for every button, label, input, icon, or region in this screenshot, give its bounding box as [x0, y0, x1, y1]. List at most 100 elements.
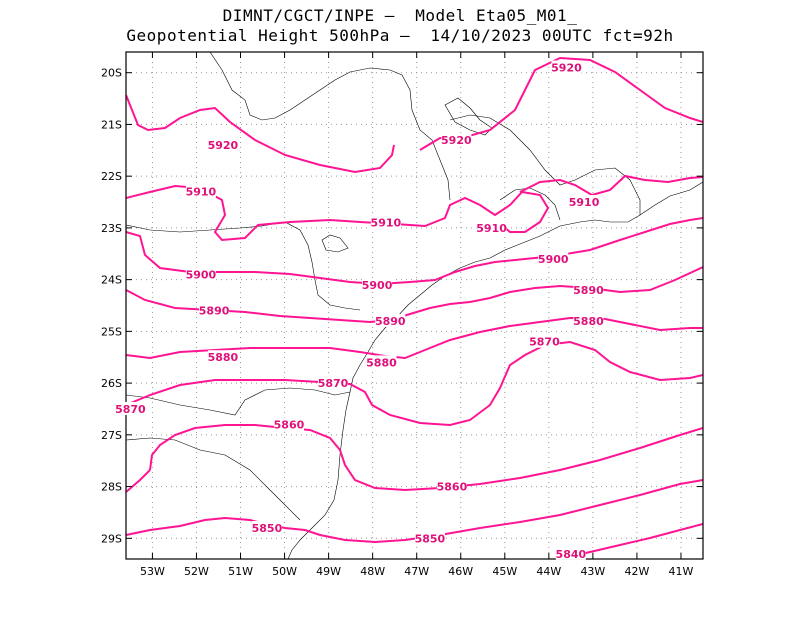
lon-label: 48W [360, 565, 385, 578]
contour-label-5890: 5890 [375, 314, 406, 328]
contour-label-text: 5910 [476, 222, 507, 235]
lat-label: 27S [101, 429, 122, 442]
contour-label-bg [207, 350, 238, 364]
state-border-rs [126, 437, 301, 521]
contour-label-5900: 5900 [362, 277, 393, 292]
contour-label-bg [318, 376, 349, 390]
lon-label: 44W [536, 565, 561, 578]
contour-label-text: 5840 [556, 548, 587, 561]
contour-label-bg [273, 417, 304, 431]
map-title-line2: Geopotential Height 500hPa – 14/10/2023 … [126, 26, 674, 45]
contour-label-text: 5880 [366, 356, 397, 369]
contour-label-text: 5880 [573, 315, 604, 328]
contour-label-text: 5910 [569, 196, 600, 209]
contour-label-5900: 5900 [186, 267, 217, 281]
contour-label-text: 5860 [274, 418, 305, 431]
lat-label: 26S [101, 377, 122, 390]
contour-label-5870: 5870 [115, 401, 146, 416]
contour-label-5920: 5920 [208, 138, 239, 152]
state-border-rj [499, 187, 561, 221]
contour-label-text: 5850 [252, 522, 283, 535]
contour-label-bg [185, 267, 216, 281]
lon-label: 52W [184, 565, 209, 578]
contour-5910 [126, 184, 550, 242]
contour-label-text: 5920 [208, 139, 239, 152]
contour-label-5880: 5880 [573, 314, 604, 328]
contour-5860 [149, 424, 703, 492]
contour-5870 [126, 340, 703, 427]
contour-label-text: 5900 [362, 279, 393, 292]
state-border-sc [126, 387, 351, 416]
contour-label-5910: 5910 [476, 220, 507, 235]
contour-label-text: 5870 [529, 336, 560, 349]
lat-label: 24S [101, 274, 122, 287]
contour-label-text: 5870 [115, 403, 146, 416]
contour-label-bg [375, 314, 406, 328]
longitude-labels: 53W 52W 51W 50W 49W 48W 47W 46W 45W 44W 43W 42W 41W [140, 565, 694, 578]
lat-label: 25S [101, 325, 122, 338]
contour-value-labels: 5920 5920 5920 5910 5910 5910 5910 5900 5900 5900… [115, 60, 604, 561]
contour-label-bg [115, 401, 146, 415]
contour-label-bg [207, 138, 238, 152]
contour-label-5920: 5920 [441, 132, 472, 147]
lon-label: 47W [404, 565, 429, 578]
contour-label-5910: 5910 [185, 184, 217, 199]
lon-label: 49W [316, 565, 341, 578]
contour-label-5850: 5850 [251, 520, 283, 535]
contour-label-text: 5920 [441, 134, 472, 147]
contour-label-text: 5870 [318, 377, 349, 390]
state-border-north [209, 52, 451, 201]
contour-label-text: 5860 [437, 481, 468, 494]
contour-label-text: 5910 [371, 217, 402, 230]
contour-label-5880: 5880 [366, 355, 397, 369]
contour-label-5850: 5850 [415, 531, 446, 545]
contour-label-text: 5890 [375, 315, 406, 328]
contour-label-text: 5880 [208, 351, 239, 364]
lat-label: 23S [101, 222, 122, 235]
contour-label-bg [573, 282, 604, 296]
lake-central [321, 234, 349, 253]
contour-label-5860: 5860 [436, 479, 468, 494]
contour-label-bg [199, 303, 230, 317]
contour-label-text: 5900 [186, 268, 217, 281]
contour-label-bg [555, 546, 586, 560]
lon-label: 46W [448, 565, 473, 578]
contour-label-5900: 5900 [538, 251, 569, 266]
map-title-line1: DIMNT/CGCT/INPE – Model Eta05_M01_ [222, 6, 578, 25]
contour-label-bg [573, 314, 604, 328]
contour-label-5910: 5910 [569, 195, 600, 209]
contour-label-bg [366, 355, 397, 369]
contour-5920-west [126, 94, 395, 174]
contour-label-5880: 5880 [208, 350, 239, 364]
map-frame [125, 51, 704, 560]
lon-label: 41W [669, 565, 694, 578]
lat-label: 22S [101, 170, 122, 183]
lon-label: 45W [492, 565, 517, 578]
contour-5910-east [519, 174, 703, 197]
contour-label-bg [436, 479, 467, 493]
contour-label-5860: 5860 [274, 417, 305, 431]
gridlines [126, 52, 703, 559]
lat-label: 21S [101, 118, 122, 131]
contour-label-bg [441, 132, 472, 146]
contour-label-text: 5850 [415, 532, 446, 545]
contour-label-bg [538, 251, 569, 265]
contour-label-bg [476, 220, 507, 234]
coastlines-borders [126, 52, 703, 559]
lake-north [444, 97, 493, 136]
contour-label-text: 5900 [538, 253, 569, 266]
contour-label-bg [362, 277, 393, 291]
contour-label-bg [414, 531, 445, 545]
contour-label-bg [251, 520, 282, 534]
contour-label-5890: 5890 [573, 282, 604, 297]
lon-label: 51W [228, 565, 253, 578]
contour-label-5910: 5910 [370, 215, 402, 230]
lon-label: 42W [624, 565, 649, 578]
contour-label-bg [569, 195, 600, 209]
contour-label-text: 5920 [551, 62, 582, 75]
contour-label-5840: 5840 [555, 546, 587, 561]
contour-label-bg [370, 215, 401, 229]
lon-label: 53W [140, 565, 165, 578]
contour-label-bg [185, 184, 216, 198]
contour-label-5870: 5870 [318, 376, 349, 390]
